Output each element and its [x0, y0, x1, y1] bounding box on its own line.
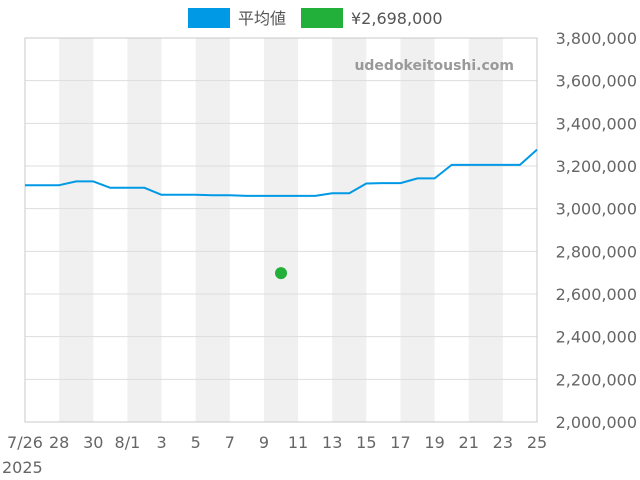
y-tick-label: 3,400,000 [556, 114, 637, 133]
x-tick-label: 7/26 [7, 433, 43, 452]
y-tick-label: 3,000,000 [556, 200, 637, 219]
x-tick-label: 30 [83, 433, 103, 452]
x-axis-year-label: 2025 [2, 458, 43, 477]
date-band [400, 38, 435, 422]
legend-swatch-price [301, 8, 343, 28]
legend-item-price[interactable]: ¥2,698,000 [301, 8, 443, 28]
x-tick-label: 5 [191, 433, 201, 452]
legend-swatch-average [188, 8, 230, 28]
x-tick-label: 8/1 [115, 433, 141, 452]
date-band [127, 38, 162, 422]
y-tick-label: 3,800,000 [556, 29, 637, 48]
legend-item-average[interactable]: 平均値 [188, 8, 286, 28]
legend-label-average: 平均値 [238, 9, 286, 28]
y-tick-label: 2,800,000 [556, 242, 637, 261]
date-bands [59, 38, 503, 422]
watermark: udedokeitoushi.com [354, 58, 514, 74]
price-point[interactable] [275, 267, 287, 280]
x-tick-label: 13 [322, 433, 342, 452]
x-tick-label: 21 [459, 433, 479, 452]
date-band [263, 38, 299, 422]
series-layer [25, 148, 538, 280]
legend: 平均値 ¥2,698,000 [188, 8, 443, 28]
y-tick-label: 2,000,000 [556, 413, 637, 432]
legend-label-price: ¥2,698,000 [351, 9, 443, 28]
x-tick-label: 19 [424, 433, 444, 452]
x-tick-label: 23 [493, 433, 513, 452]
series-line-average [25, 148, 538, 197]
x-tick-label: 9 [259, 433, 269, 452]
x-tick-label: 28 [49, 433, 69, 452]
plot-frame [24, 37, 538, 423]
y-tick-label: 3,600,000 [556, 72, 637, 91]
date-band [195, 38, 230, 422]
date-band [468, 38, 503, 422]
date-band [59, 38, 94, 422]
x-tick-label: 15 [356, 433, 376, 452]
x-tick-label: 17 [390, 433, 410, 452]
y-tick-label: 3,200,000 [556, 157, 637, 176]
y-axis-ticks: 2,000,000 2,200,000 2,400,000 2,600,000 2,80… [556, 29, 637, 432]
x-axis-ticks: 7/26 28 30 8/1 3 5 7 9 11 13 15 17 19 21 23 25 [7, 433, 547, 452]
x-tick-label: 3 [156, 433, 166, 452]
x-tick-label: 25 [527, 433, 547, 452]
date-band [332, 38, 367, 422]
x-tick-label: 11 [288, 433, 308, 452]
x-tick-label: 7 [225, 433, 235, 452]
y-tick-label: 2,600,000 [556, 285, 637, 304]
y-tick-label: 2,200,000 [556, 370, 637, 389]
y-tick-label: 2,400,000 [556, 328, 637, 347]
